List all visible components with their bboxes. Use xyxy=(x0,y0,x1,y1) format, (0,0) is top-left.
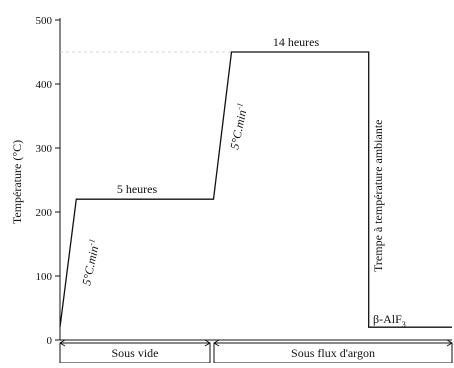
rate2-label: 5°C.min-1 xyxy=(226,102,250,151)
rate2-text: 5°C.min xyxy=(227,109,249,151)
hold1-label: 5 heures xyxy=(117,182,158,196)
y-tick-label: 0 xyxy=(47,335,53,347)
rate1-text: 5°C.min xyxy=(79,245,101,287)
y-ticks: 0 100 200 300 400 500 xyxy=(36,15,60,347)
y-tick-label: 200 xyxy=(36,207,53,219)
y-tick-label: 500 xyxy=(36,15,53,27)
rate2-exponent: -1 xyxy=(235,102,245,110)
phase-arrow-right-icon xyxy=(446,339,453,347)
product-subscript: 3 xyxy=(402,320,406,329)
product-label: β-AlF3 xyxy=(373,312,406,329)
y-tick-label: 100 xyxy=(36,271,53,283)
y-tick-label: 400 xyxy=(36,79,53,91)
hold2-label: 14 heures xyxy=(273,35,320,49)
phase-arrow-mid-right-icon xyxy=(213,339,220,347)
product-text: β-AlF xyxy=(373,312,402,326)
y-axis-label: Température (°C) xyxy=(10,140,24,224)
y-tick-label: 300 xyxy=(36,143,53,155)
phase-label-argon: Sous flux d'argon xyxy=(291,346,375,360)
phase-arrow-mid-left-icon xyxy=(204,339,211,347)
phase-label-vacuum: Sous vide xyxy=(111,346,158,360)
quench-label: Trempe à température ambiante xyxy=(371,120,385,273)
temperature-profile-line xyxy=(59,51,452,328)
rate1-label: 5°C.min-1 xyxy=(78,238,102,287)
rate1-exponent: -1 xyxy=(87,238,97,246)
phase-arrow-left-icon xyxy=(59,339,66,347)
